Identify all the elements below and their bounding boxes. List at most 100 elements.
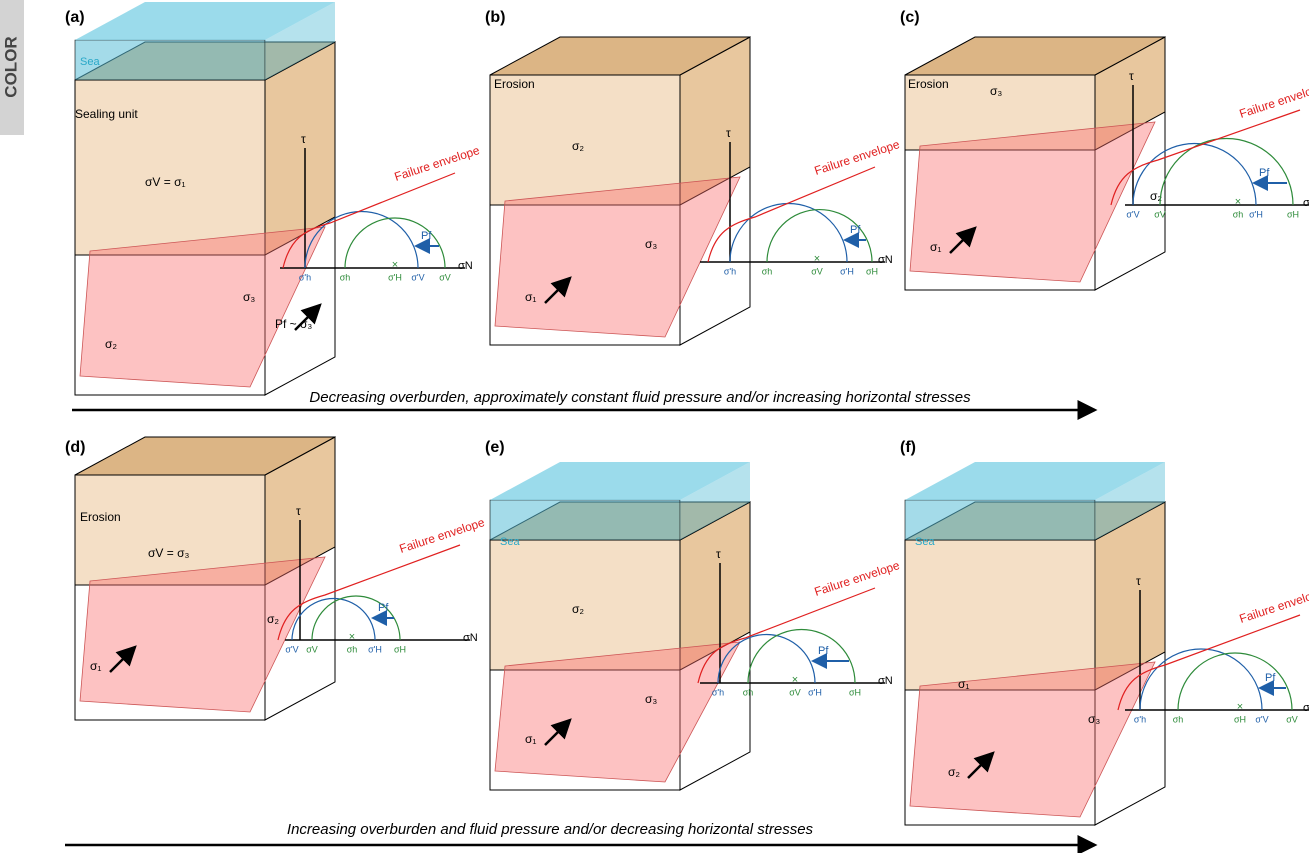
stress-tick-label: σ'V bbox=[1255, 714, 1268, 724]
panel-label: (b) bbox=[485, 9, 505, 26]
envelope-label: Failure envelope bbox=[1238, 80, 1309, 121]
sediment-front bbox=[905, 540, 1095, 690]
sea-front bbox=[75, 40, 265, 80]
block-label: σ₃ bbox=[645, 692, 657, 706]
envelope-label: Failure envelope bbox=[1238, 585, 1309, 626]
stress-tick-label: σH bbox=[394, 644, 406, 654]
stress-tick-label: σV bbox=[1286, 714, 1298, 724]
stress-tick-label: σ'V bbox=[411, 272, 424, 282]
block-label: σ₁ bbox=[525, 732, 536, 746]
sigma-n-label: σN bbox=[1303, 702, 1309, 714]
sea-front bbox=[490, 500, 680, 540]
stress-tick-label: σ'H bbox=[1249, 209, 1263, 219]
stress-tick-label: σh bbox=[347, 644, 358, 654]
sigma-n-label: σN bbox=[878, 254, 893, 266]
trend-text: Increasing overburden and fluid pressure… bbox=[287, 821, 814, 838]
sigma-n-label: σN bbox=[458, 260, 473, 272]
block-label: σ₂ bbox=[572, 139, 584, 153]
panel-label: (c) bbox=[900, 9, 920, 26]
stress-tick-label: σV bbox=[811, 266, 823, 276]
stress-tick-label: σ'V bbox=[1126, 209, 1139, 219]
stress-tick-label: σ'h bbox=[299, 272, 311, 282]
tau-label: τ bbox=[716, 547, 721, 561]
block-label: Erosion bbox=[494, 77, 535, 91]
x-mark: × bbox=[1237, 701, 1243, 713]
x-mark: × bbox=[392, 259, 398, 271]
stress-tick-label: σ'H bbox=[808, 687, 822, 697]
pf-label: Pf bbox=[1265, 672, 1276, 684]
sediment-front bbox=[490, 540, 680, 670]
side-label: COLOR bbox=[1, 36, 20, 97]
envelope-label: Failure envelope bbox=[813, 137, 902, 178]
block-label: σ₂ bbox=[267, 612, 279, 626]
block-label: σ₂ bbox=[572, 602, 584, 616]
stress-tick-label: σ'H bbox=[388, 272, 402, 282]
block-label: σV = σ₁ bbox=[145, 175, 186, 189]
mohr-circle bbox=[1160, 139, 1293, 205]
block-label: Erosion bbox=[908, 77, 949, 91]
stress-tick-label: σH bbox=[1287, 209, 1299, 219]
tau-label: τ bbox=[1129, 69, 1134, 83]
trend-text: Decreasing overburden, approximately con… bbox=[309, 389, 971, 406]
sigma-n-label: σN bbox=[1303, 197, 1309, 209]
block-label: σ₃ bbox=[645, 237, 657, 251]
block-label: σ₁ bbox=[90, 659, 101, 673]
pf-label: Pf bbox=[818, 645, 829, 657]
envelope-label: Failure envelope bbox=[398, 515, 487, 556]
envelope-label: Failure envelope bbox=[393, 143, 482, 184]
envelope-label: Failure envelope bbox=[813, 558, 902, 599]
stress-tick-label: σ'H bbox=[368, 644, 382, 654]
block-label: σ₁ bbox=[930, 240, 941, 254]
stress-tick-label: σV bbox=[789, 687, 801, 697]
sigma-n-label: σN bbox=[878, 675, 893, 687]
x-mark: × bbox=[349, 631, 355, 643]
block-label: σ₁ bbox=[525, 290, 536, 304]
sediment-front bbox=[490, 75, 680, 205]
stress-tick-label: σ'V bbox=[285, 644, 298, 654]
sea-front bbox=[905, 500, 1095, 540]
stress-tick-label: σ'H bbox=[840, 266, 854, 276]
stress-tick-label: σ'h bbox=[724, 266, 736, 276]
stress-tick-label: σh bbox=[743, 687, 754, 697]
block-label: Sea bbox=[80, 56, 100, 68]
pf-label: Pf bbox=[850, 224, 861, 236]
mohr-circle bbox=[748, 629, 855, 683]
sigma-n-label: σN bbox=[463, 632, 478, 644]
stress-tick-label: σ'h bbox=[1134, 714, 1146, 724]
panel-label: (e) bbox=[485, 439, 505, 456]
block-label: Sea bbox=[915, 536, 935, 548]
tau-label: τ bbox=[301, 132, 306, 146]
block-label: Sealing unit bbox=[75, 107, 138, 121]
stress-tick-label: σV bbox=[306, 644, 318, 654]
block-label: Sea bbox=[500, 536, 520, 548]
x-mark: × bbox=[792, 674, 798, 686]
stress-tick-label: σH bbox=[849, 687, 861, 697]
figure: COLOR Decreasing overburden, approximate… bbox=[0, 0, 1309, 853]
block-label: σV = σ₃ bbox=[148, 546, 189, 560]
stress-tick-label: σh bbox=[340, 272, 351, 282]
panel-label: (d) bbox=[65, 439, 85, 456]
stress-tick-label: σh bbox=[762, 266, 773, 276]
block-label: σ₃ bbox=[990, 84, 1002, 98]
stress-tick-label: σH bbox=[866, 266, 878, 276]
tau-label: τ bbox=[1136, 574, 1141, 588]
block-label: σ₂ bbox=[948, 765, 960, 779]
pf-label: Pf bbox=[421, 230, 432, 242]
panel-label: (f) bbox=[900, 439, 916, 456]
x-mark: × bbox=[814, 253, 820, 265]
block-label: σ₃ bbox=[1088, 712, 1100, 726]
block-label: Erosion bbox=[80, 510, 121, 524]
stress-tick-label: σh bbox=[1233, 209, 1244, 219]
stress-tick-label: σ'h bbox=[712, 687, 724, 697]
block-label: σ₃ bbox=[243, 290, 255, 304]
stress-tick-label: σh bbox=[1173, 714, 1184, 724]
block-label: σ₂ bbox=[105, 337, 117, 351]
pf-label: Pf bbox=[1259, 167, 1270, 179]
x-mark: × bbox=[1235, 196, 1241, 208]
pf-label: Pf bbox=[378, 602, 389, 614]
block-label: σ₁ bbox=[958, 677, 969, 691]
tau-label: τ bbox=[726, 126, 731, 140]
tau-label: τ bbox=[296, 504, 301, 518]
stress-tick-label: σH bbox=[1234, 714, 1246, 724]
stress-tick-label: σV bbox=[439, 272, 451, 282]
